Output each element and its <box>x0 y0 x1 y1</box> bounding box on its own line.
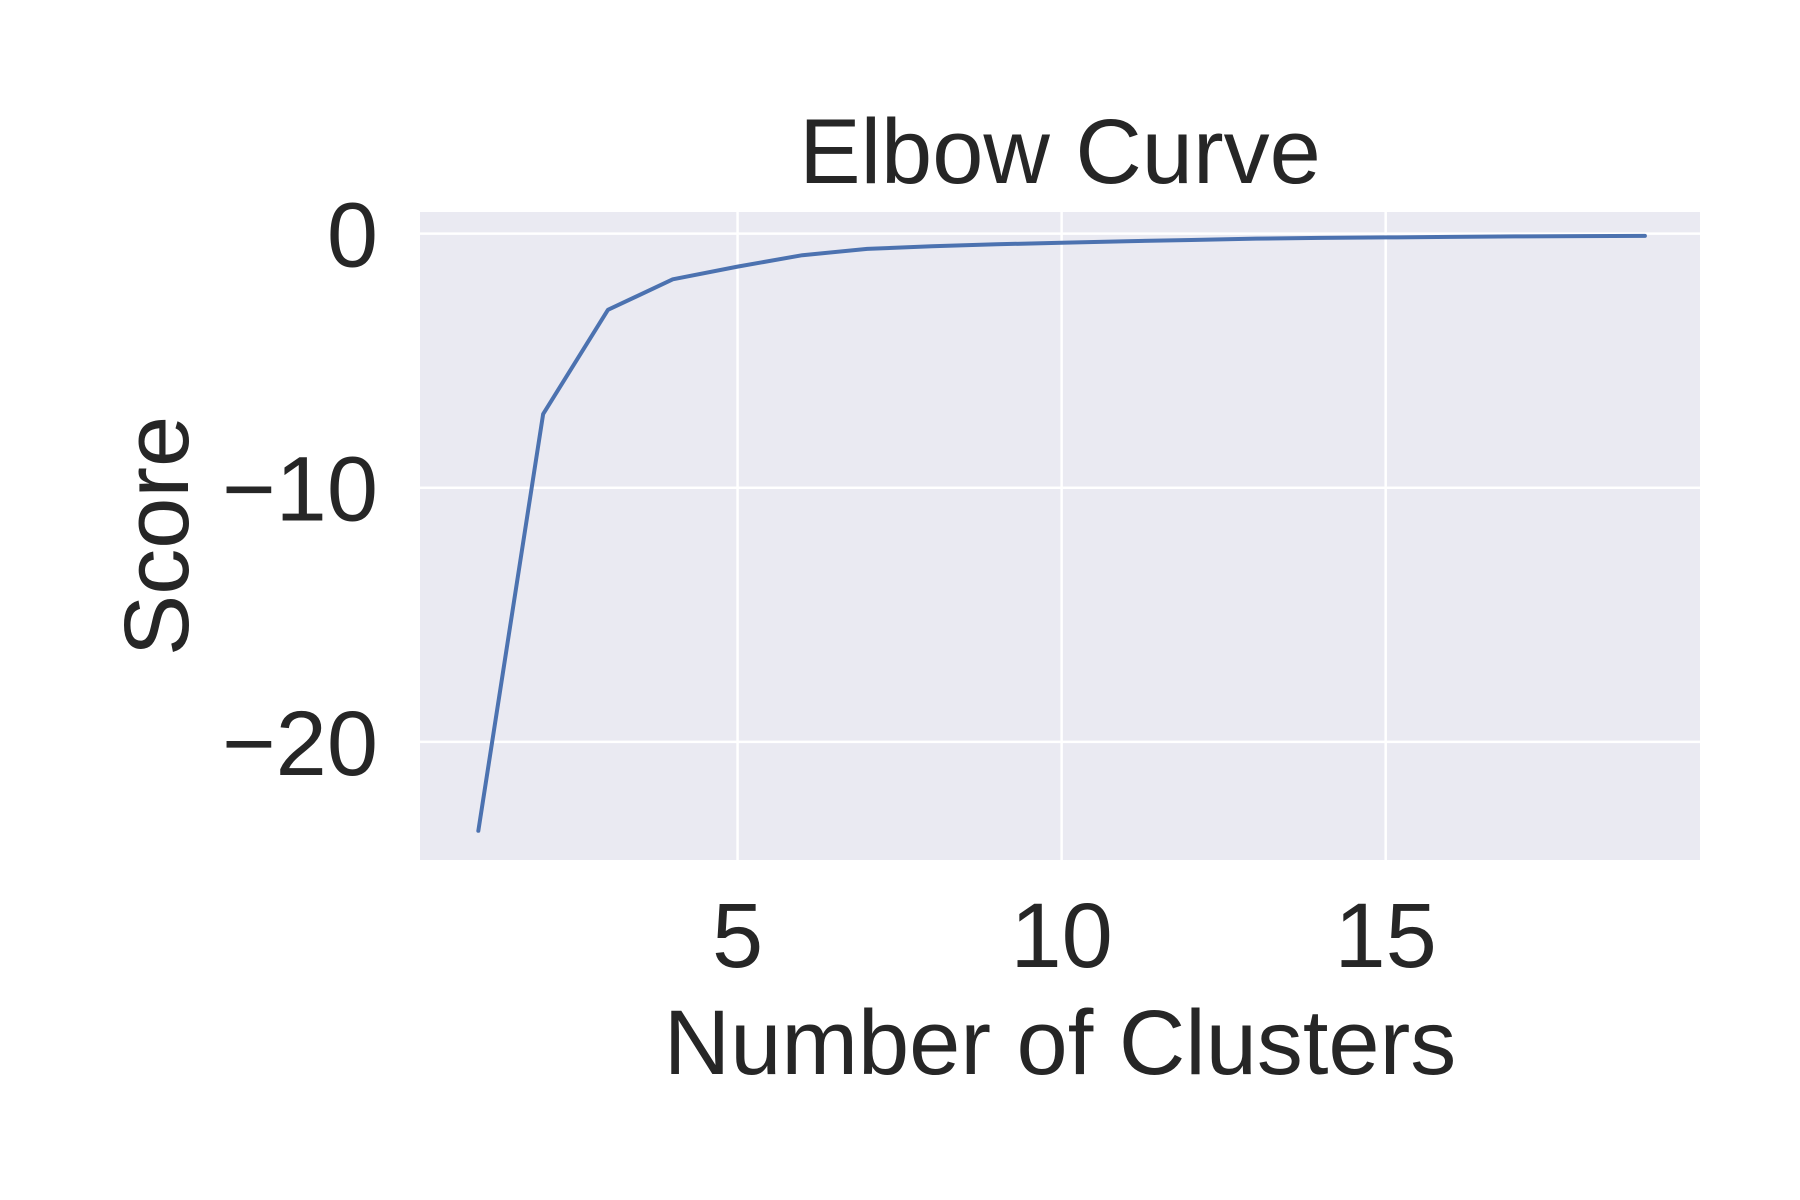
tick-labels: 5 10 15 0 −10 −20 <box>222 185 1437 987</box>
series-layer <box>476 233 1647 833</box>
x-tick-label: 10 <box>1010 885 1112 987</box>
plot-area <box>420 212 1700 860</box>
x-tick-label: 15 <box>1334 885 1436 987</box>
x-axis-label: Number of Clusters <box>664 992 1456 1094</box>
y-axis-label: Score <box>106 416 208 656</box>
y-tick-label: −10 <box>222 439 378 541</box>
y-tick-label: −20 <box>222 693 378 795</box>
chart-title: Elbow Curve <box>799 101 1321 203</box>
grid-lines <box>420 212 1700 860</box>
y-tick-label: 0 <box>327 185 378 287</box>
x-tick-label: 5 <box>712 885 763 987</box>
